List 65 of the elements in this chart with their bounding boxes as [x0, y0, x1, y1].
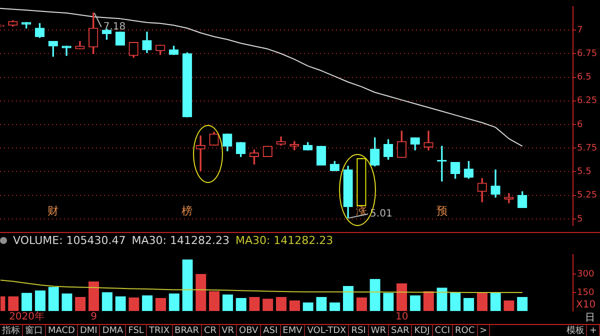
- text: DMI: [78, 325, 100, 336]
- text: 日: [585, 312, 595, 324]
- annotation: 5.01: [370, 208, 392, 220]
- text: SAR: [389, 325, 412, 336]
- bar: [450, 292, 461, 311]
- bar: [88, 282, 100, 311]
- bar: [48, 286, 59, 311]
- x-tick-label: 榜: [182, 204, 193, 218]
- candlestick: [62, 46, 72, 56]
- text: ROC: [453, 325, 478, 336]
- y-axis-title: X10: [576, 300, 596, 311]
- text: CCI: [432, 325, 454, 336]
- y-tick-label: 300: [577, 269, 594, 280]
- y-tick-label: 5.75: [577, 143, 598, 154]
- bar: [102, 292, 112, 311]
- bar: [396, 283, 408, 311]
- text: MA30: 141282.23: [235, 234, 334, 247]
- annotation: 7.18: [103, 22, 126, 33]
- text: OBV: [236, 325, 262, 336]
- y-tick-label: 5.25: [577, 190, 598, 201]
- text: EMV: [280, 325, 306, 336]
- bar: [182, 260, 193, 311]
- text: DMA: [100, 325, 126, 336]
- text: WR: [368, 325, 389, 336]
- y-tick-label: 7: [577, 25, 583, 36]
- text: +: [587, 325, 600, 336]
- text: CR: [202, 325, 220, 336]
- text: VR: [220, 325, 237, 336]
- bar: [423, 291, 434, 311]
- text: FSL: [126, 325, 147, 336]
- x-tick-label: 9: [90, 312, 97, 323]
- text: RSI: [349, 325, 369, 336]
- text: 指标: [0, 325, 23, 336]
- y-tick-label: 5.5: [577, 167, 592, 178]
- y-tick-label: 6: [577, 120, 583, 130]
- bar: [34, 290, 46, 311]
- text: KDJ: [412, 325, 433, 336]
- bar: [436, 288, 448, 311]
- x-tick-label: 预: [436, 204, 448, 218]
- y-tick-label: 5: [577, 214, 583, 224]
- chart-title: VOLUME: 105430.47: [13, 234, 126, 247]
- y-tick-label: 150: [577, 288, 594, 298]
- text: TRIX: [146, 325, 173, 336]
- y-tick-label: 6.5: [577, 72, 592, 83]
- text: >: [478, 325, 490, 336]
- bar: [196, 274, 206, 311]
- bar: [490, 292, 501, 311]
- text: 窗口: [23, 325, 46, 336]
- text: 模板: [564, 325, 588, 336]
- y-tick-label: 6.25: [577, 96, 598, 106]
- y-tick-label: 6.75: [577, 48, 598, 59]
- chart-subtitle: MA30: 141282.23: [132, 234, 230, 247]
- bar: [476, 292, 488, 311]
- x-tick-label: 2020年: [9, 310, 45, 323]
- bar: [208, 291, 220, 311]
- bar: [342, 286, 354, 311]
- x-tick-label: 10: [395, 312, 408, 323]
- bar: [21, 292, 32, 311]
- text: MACD: [46, 325, 78, 336]
- x-tick-label: 财: [48, 204, 59, 218]
- text: ASI: [261, 325, 281, 336]
- text: VOL-TDX: [305, 325, 350, 336]
- bar: [383, 292, 394, 311]
- text: BRAR: [172, 325, 202, 336]
- bar: [370, 279, 380, 311]
